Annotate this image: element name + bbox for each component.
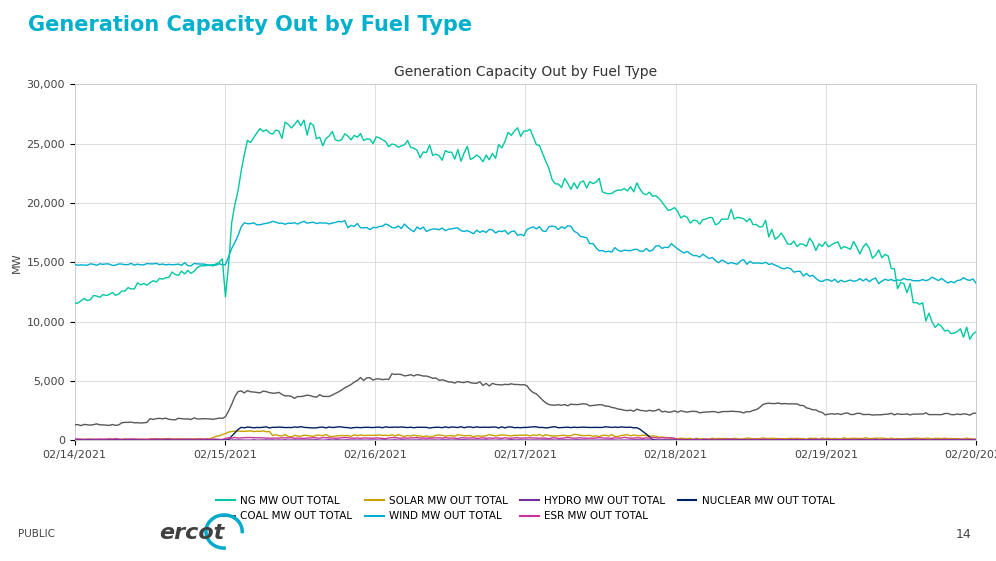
Legend: NG MW OUT TOTAL, COAL MW OUT TOTAL, SOLAR MW OUT TOTAL, WIND MW OUT TOTAL, HYDRO: NG MW OUT TOTAL, COAL MW OUT TOTAL, SOLA… [212, 492, 839, 526]
COAL MW OUT TOTAL [870, 411, 881, 418]
ESR MW OUT TOTAL [894, 436, 906, 443]
NG MW OUT TOTAL [970, 328, 982, 335]
HYDRO MW OUT TOTAL [970, 436, 982, 443]
HYDRO MW OUT TOTAL [527, 436, 539, 443]
WIND MW OUT TOTAL [872, 280, 884, 287]
COAL MW OUT TOTAL [848, 411, 860, 418]
HYDRO MW OUT TOTAL [848, 437, 860, 444]
NUCLEAR MW OUT TOTAL [69, 437, 81, 444]
NG MW OUT TOTAL [69, 300, 81, 306]
NUCLEAR MW OUT TOTAL [848, 436, 860, 443]
COAL MW OUT TOTAL [75, 422, 87, 429]
ESR MW OUT TOTAL [69, 436, 81, 443]
WIND MW OUT TOTAL [845, 277, 857, 283]
NG MW OUT TOTAL [894, 279, 906, 286]
ESR MW OUT TOTAL [829, 436, 841, 443]
NUCLEAR MW OUT TOTAL [137, 437, 149, 444]
NG MW OUT TOTAL [298, 117, 310, 123]
SOLAR MW OUT TOTAL [870, 435, 881, 442]
COAL MW OUT TOTAL [385, 370, 397, 377]
COAL MW OUT TOTAL [69, 421, 81, 428]
Line: NG MW OUT TOTAL: NG MW OUT TOTAL [75, 120, 976, 339]
ESR MW OUT TOTAL [970, 436, 982, 443]
ESR MW OUT TOTAL [524, 434, 536, 441]
WIND MW OUT TOTAL [147, 260, 159, 267]
NG MW OUT TOTAL [867, 255, 878, 261]
NUCLEAR MW OUT TOTAL [531, 424, 543, 430]
Line: COAL MW OUT TOTAL: COAL MW OUT TOTAL [75, 374, 976, 426]
NUCLEAR MW OUT TOTAL [832, 437, 844, 444]
COAL MW OUT TOTAL [150, 415, 162, 422]
WIND MW OUT TOTAL [867, 276, 878, 283]
COAL MW OUT TOTAL [832, 410, 844, 417]
SOLAR MW OUT TOTAL [531, 432, 543, 439]
SOLAR MW OUT TOTAL [832, 435, 844, 442]
ESR MW OUT TOTAL [619, 434, 630, 440]
HYDRO MW OUT TOTAL [897, 436, 909, 443]
COAL MW OUT TOTAL [970, 410, 982, 417]
Line: SOLAR MW OUT TOTAL: SOLAR MW OUT TOTAL [75, 431, 976, 440]
Line: ESR MW OUT TOTAL: ESR MW OUT TOTAL [75, 437, 976, 440]
HYDRO MW OUT TOTAL [706, 437, 718, 444]
Text: PUBLIC: PUBLIC [18, 529, 55, 539]
HYDRO MW OUT TOTAL [323, 436, 335, 443]
WIND MW OUT TOTAL [527, 223, 539, 230]
SOLAR MW OUT TOTAL [69, 436, 81, 443]
SOLAR MW OUT TOTAL [970, 436, 982, 443]
NUCLEAR MW OUT TOTAL [870, 436, 881, 443]
WIND MW OUT TOTAL [69, 261, 81, 268]
NUCLEAR MW OUT TOTAL [897, 436, 909, 443]
ESR MW OUT TOTAL [147, 436, 159, 443]
SOLAR MW OUT TOTAL [257, 427, 269, 434]
Title: Generation Capacity Out by Fuel Type: Generation Capacity Out by Fuel Type [393, 65, 657, 79]
HYDRO MW OUT TOTAL [870, 436, 881, 443]
HYDRO MW OUT TOTAL [69, 436, 81, 443]
ESR MW OUT TOTAL [923, 436, 935, 443]
HYDRO MW OUT TOTAL [147, 436, 159, 443]
NUCLEAR MW OUT TOTAL [970, 437, 982, 444]
NUCLEAR MW OUT TOTAL [295, 424, 307, 430]
Y-axis label: MW: MW [12, 252, 22, 273]
Line: NUCLEAR MW OUT TOTAL: NUCLEAR MW OUT TOTAL [75, 427, 976, 440]
HYDRO MW OUT TOTAL [832, 436, 844, 443]
WIND MW OUT TOTAL [829, 276, 841, 283]
NG MW OUT TOTAL [964, 336, 976, 343]
SOLAR MW OUT TOTAL [150, 435, 162, 442]
NG MW OUT TOTAL [829, 240, 841, 246]
SOLAR MW OUT TOTAL [848, 435, 860, 442]
NUCLEAR MW OUT TOTAL [150, 436, 162, 443]
Text: 14: 14 [955, 527, 971, 541]
Text: ercot: ercot [159, 523, 225, 543]
WIND MW OUT TOTAL [897, 275, 909, 282]
NG MW OUT TOTAL [147, 277, 159, 284]
COAL MW OUT TOTAL [897, 411, 909, 417]
NG MW OUT TOTAL [845, 246, 857, 252]
Line: WIND MW OUT TOTAL: WIND MW OUT TOTAL [75, 220, 976, 284]
WIND MW OUT TOTAL [339, 217, 351, 224]
SOLAR MW OUT TOTAL [94, 436, 106, 443]
Text: Generation Capacity Out by Fuel Type: Generation Capacity Out by Fuel Type [28, 15, 472, 35]
NG MW OUT TOTAL [527, 134, 539, 140]
COAL MW OUT TOTAL [531, 390, 543, 397]
ESR MW OUT TOTAL [867, 436, 878, 443]
SOLAR MW OUT TOTAL [897, 435, 909, 442]
ESR MW OUT TOTAL [845, 436, 857, 443]
WIND MW OUT TOTAL [970, 280, 982, 287]
